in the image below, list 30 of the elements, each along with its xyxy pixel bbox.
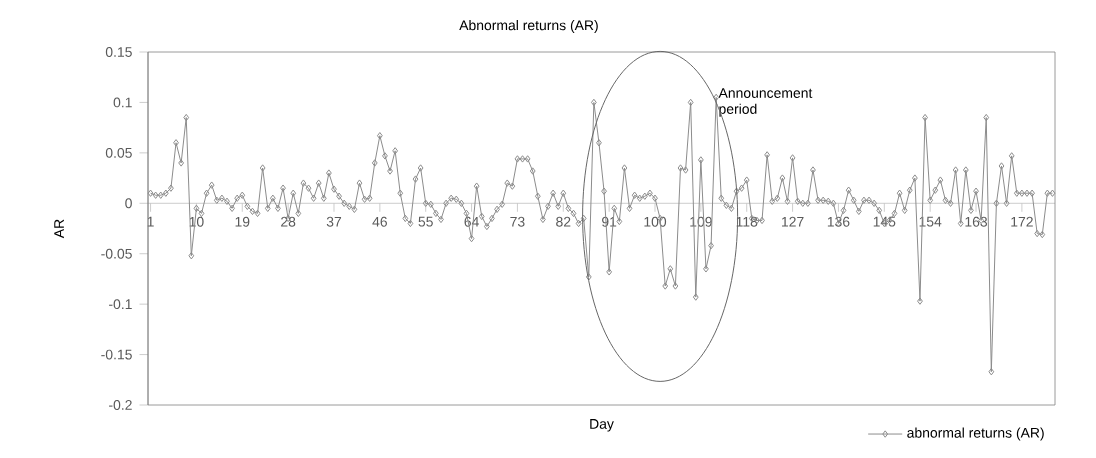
y-tick-label: -0.1 — [109, 299, 132, 310]
legend-label: abnormal returns (AR) — [907, 427, 1044, 441]
x-tick-label: 136 — [827, 216, 850, 227]
y-tick-label: 0.1 — [113, 97, 132, 108]
x-axis-title: Day — [590, 419, 614, 432]
annotation: Announcement period — [718, 88, 813, 117]
y-tick-label: -0.05 — [101, 248, 132, 259]
x-tick-label: 145 — [873, 216, 896, 227]
y-tick-label: -0.15 — [101, 349, 132, 360]
y-tick-label: 0.15 — [105, 47, 132, 57]
x-tick-label: 163 — [965, 216, 988, 227]
y-tick-label: -0.2 — [109, 400, 132, 410]
x-tick-label: 10 — [189, 216, 204, 227]
x-tick-label: 55 — [418, 216, 433, 227]
x-tick-label: 1 — [147, 216, 154, 227]
x-tick-label: 82 — [556, 216, 571, 227]
x-tick-label: 64 — [464, 216, 479, 227]
x-tick-label: 91 — [602, 216, 617, 227]
y-axis-title: AR — [54, 219, 64, 239]
chart-title: Abnormal returns (AR) — [459, 20, 598, 33]
x-tick-label: 172 — [1011, 216, 1033, 227]
x-tick-label: 154 — [919, 216, 942, 227]
x-tick-label: 73 — [510, 216, 525, 227]
x-tick-label: 37 — [326, 216, 342, 227]
y-tick-label: 0.05 — [105, 147, 132, 158]
x-tick-label: 19 — [235, 216, 250, 227]
y-tick-label: 0 — [125, 198, 132, 209]
x-tick-label: 46 — [372, 216, 387, 227]
x-tick-label: 28 — [281, 216, 296, 227]
x-tick-label: 127 — [782, 216, 804, 227]
